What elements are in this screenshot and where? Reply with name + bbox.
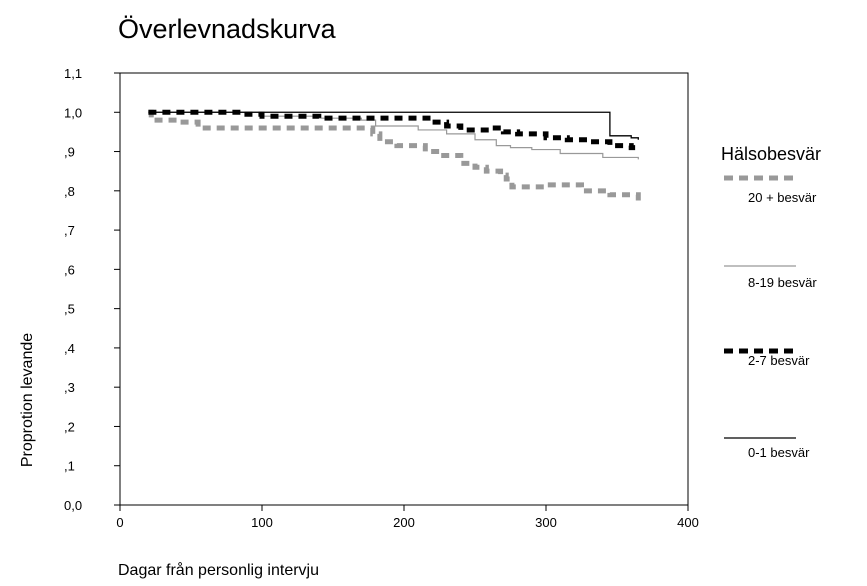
x-axis-label: Dagar från personlig intervju (118, 562, 319, 579)
y-tick-label: ,2 (64, 419, 75, 434)
x-tick-label: 400 (677, 515, 699, 530)
y-tick-label: ,3 (64, 380, 75, 395)
legend-title: Hälsobesvär (721, 144, 822, 164)
chart-title: Överlevnadskurva (118, 14, 336, 44)
y-tick-label: ,9 (64, 145, 75, 160)
y-tick-label: ,5 (64, 302, 75, 317)
series-line-2-7-besv-r (148, 109, 641, 151)
plot-frame (119, 72, 689, 506)
legend-label-20-plus: 20 + besvär (748, 190, 817, 205)
y-tick-label: ,6 (64, 262, 75, 277)
series-line-0-1-besv-r (148, 111, 639, 140)
legend-label-8-19: 8-19 besvär (748, 275, 817, 290)
x-tick-label: 200 (393, 515, 415, 530)
y-tick-label: ,4 (64, 341, 75, 356)
x-tick-label: 300 (535, 515, 557, 530)
y-tick-label: 1,1 (64, 66, 82, 81)
y-tick-label: ,8 (64, 184, 75, 199)
y-tick-label: 1,0 (64, 105, 82, 120)
y-tick-label: ,7 (64, 223, 75, 238)
series-line-8-19-besv-r (148, 111, 639, 160)
legend-label-2-7: 2-7 besvär (748, 353, 810, 368)
x-tick-label: 0 (116, 515, 123, 530)
y-tick-label: ,1 (64, 459, 75, 474)
y-tick-label: 0,0 (64, 498, 82, 513)
x-tick-label: 100 (251, 515, 273, 530)
legend-label-0-1: 0-1 besvär (748, 445, 810, 460)
